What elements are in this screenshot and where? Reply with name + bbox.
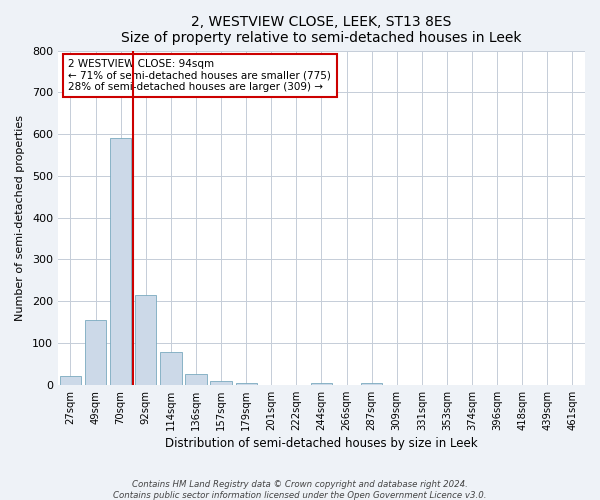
Bar [135, 295, 157, 385]
Bar [60, 376, 81, 385]
Bar [311, 382, 332, 385]
Text: Contains HM Land Registry data © Crown copyright and database right 2024.
Contai: Contains HM Land Registry data © Crown c… [113, 480, 487, 500]
Bar [361, 382, 382, 385]
Bar [160, 352, 182, 385]
Bar [185, 374, 206, 385]
Y-axis label: Number of semi-detached properties: Number of semi-detached properties [15, 114, 25, 320]
X-axis label: Distribution of semi-detached houses by size in Leek: Distribution of semi-detached houses by … [165, 437, 478, 450]
Bar [85, 320, 106, 385]
Bar [236, 382, 257, 385]
Bar [211, 380, 232, 385]
Text: 2 WESTVIEW CLOSE: 94sqm
← 71% of semi-detached houses are smaller (775)
28% of s: 2 WESTVIEW CLOSE: 94sqm ← 71% of semi-de… [68, 59, 331, 92]
Title: 2, WESTVIEW CLOSE, LEEK, ST13 8ES
Size of property relative to semi-detached hou: 2, WESTVIEW CLOSE, LEEK, ST13 8ES Size o… [121, 15, 522, 45]
Bar [110, 138, 131, 385]
